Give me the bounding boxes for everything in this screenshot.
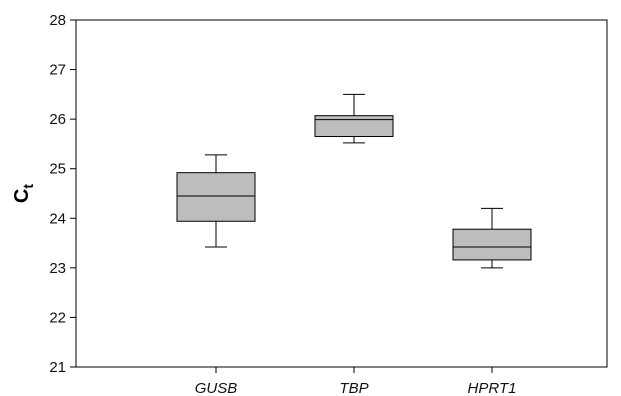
y-axis-label-main: C [11, 189, 33, 203]
y-tick-label: 25 [49, 161, 66, 178]
box-tbp [314, 93, 394, 144]
boxes [176, 93, 532, 269]
box-gusb [176, 154, 256, 248]
y-tick-label: 22 [49, 309, 66, 326]
plot-area [75, 19, 608, 368]
x-tick-label: TBP [339, 380, 368, 396]
x-tick-label: GUSB [195, 380, 238, 396]
iqr-box [314, 115, 394, 137]
y-tick-label: 24 [49, 210, 66, 227]
y-tick-label: 27 [49, 62, 66, 79]
y-axis-label: Ct [11, 184, 36, 203]
y-tick-label: 21 [49, 359, 66, 376]
y-tick-label: 26 [49, 111, 66, 128]
x-axis: GUSB TBP HPRT1 [195, 367, 517, 396]
y-tick-label: 28 [49, 12, 66, 29]
box-hprt1 [452, 207, 532, 269]
y-axis-label-subscript: t [20, 184, 36, 189]
plot-border [75, 19, 608, 368]
x-tick-label: HPRT1 [468, 380, 517, 396]
iqr-box [452, 228, 532, 261]
iqr-box [176, 172, 256, 222]
y-tick-label: 23 [49, 260, 66, 277]
y-axis: 21 22 23 24 25 26 27 28 [49, 12, 76, 376]
